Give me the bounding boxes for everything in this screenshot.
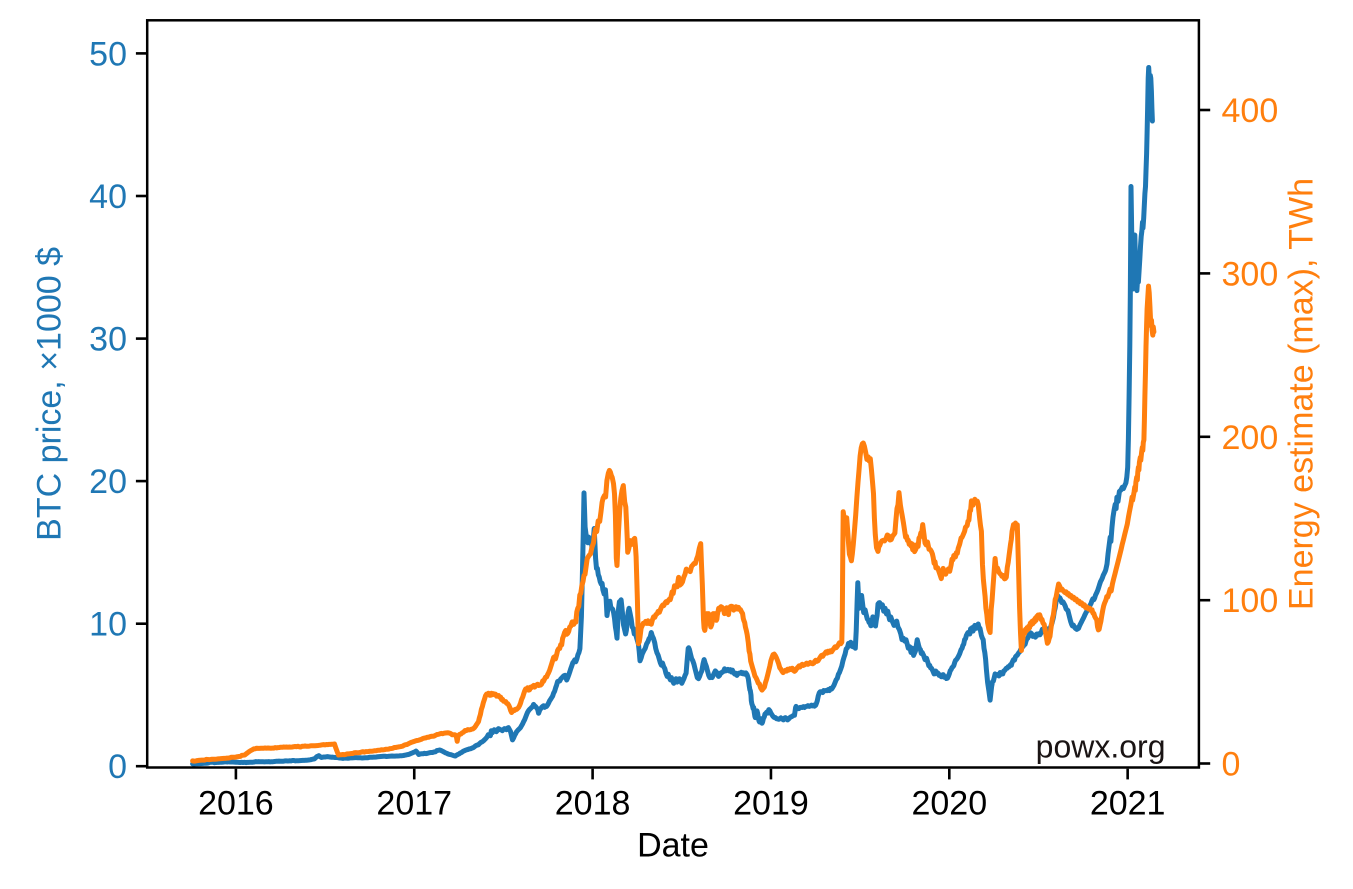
svg-text:200: 200 (1222, 419, 1279, 457)
svg-text:2020: 2020 (911, 785, 987, 823)
svg-text:300: 300 (1222, 255, 1279, 293)
svg-text:50: 50 (89, 35, 127, 73)
svg-text:Energy estimate (max), TWh: Energy estimate (max), TWh (1283, 178, 1321, 610)
svg-text:0: 0 (1222, 746, 1241, 784)
svg-text:100: 100 (1222, 582, 1279, 620)
svg-text:10: 10 (89, 606, 127, 644)
svg-text:2019: 2019 (733, 785, 809, 823)
svg-text:Date: Date (637, 827, 709, 865)
svg-text:40: 40 (89, 178, 127, 216)
svg-text:BTC price, ×1000 $: BTC price, ×1000 $ (31, 247, 69, 541)
svg-text:0: 0 (108, 748, 127, 786)
svg-text:2017: 2017 (376, 785, 452, 823)
svg-text:2021: 2021 (1090, 785, 1166, 823)
svg-text:powx.org: powx.org (1036, 728, 1166, 764)
svg-text:2018: 2018 (555, 785, 631, 823)
svg-text:400: 400 (1222, 92, 1279, 130)
svg-text:2016: 2016 (198, 785, 274, 823)
svg-text:30: 30 (89, 321, 127, 359)
svg-text:20: 20 (89, 463, 127, 501)
